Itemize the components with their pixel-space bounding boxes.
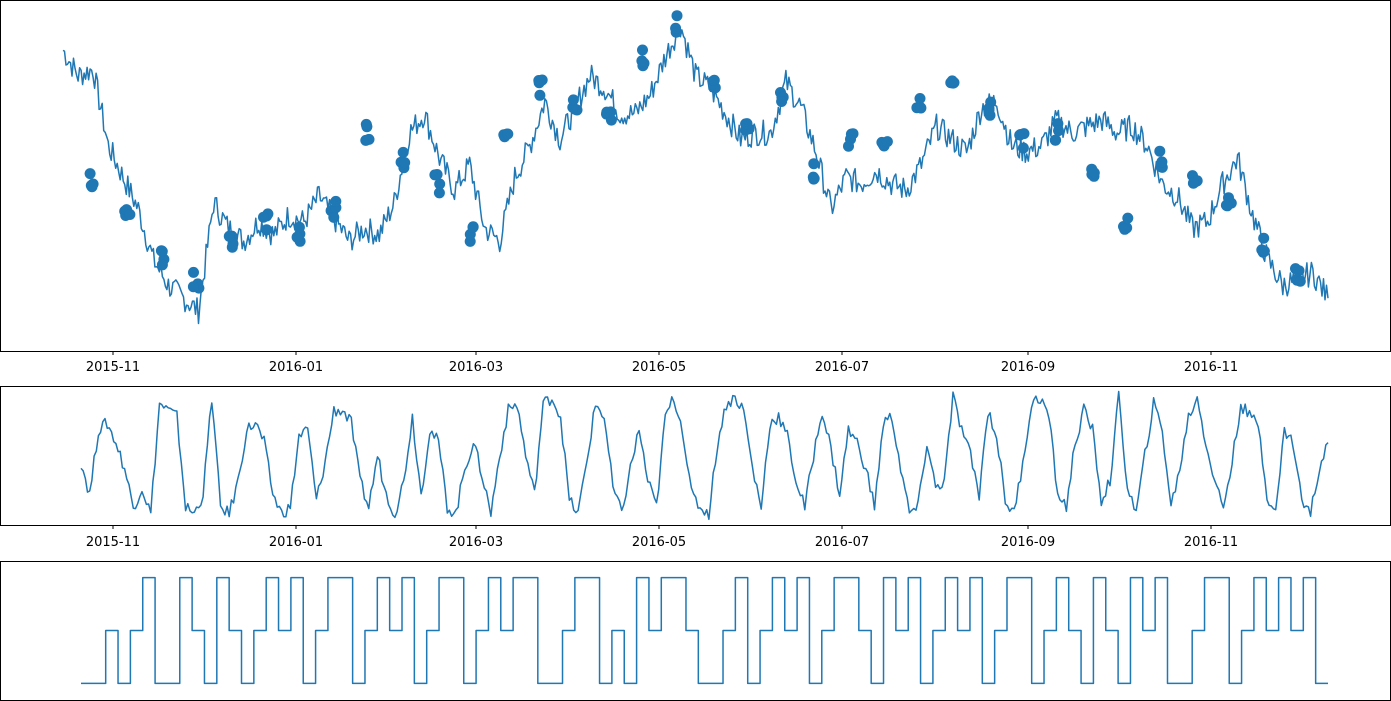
signal-marker bbox=[156, 259, 168, 271]
signal-marker bbox=[847, 128, 859, 140]
signal-marker bbox=[431, 169, 443, 180]
signal-marker bbox=[567, 94, 579, 106]
signal-marker bbox=[638, 57, 650, 69]
signal-marker bbox=[1290, 263, 1301, 275]
signal-marker bbox=[915, 102, 927, 114]
signal-marker bbox=[399, 157, 411, 169]
signal-panel bbox=[0, 561, 1391, 701]
signal-marker bbox=[1053, 125, 1064, 137]
signal-marker bbox=[708, 74, 720, 86]
signal-marker bbox=[776, 96, 788, 107]
signal-marker bbox=[223, 230, 235, 242]
signal-marker bbox=[1088, 167, 1100, 179]
signal-marker bbox=[433, 187, 445, 199]
signal-marker bbox=[258, 211, 269, 223]
signal-marker bbox=[1017, 142, 1029, 154]
x-tick-label: 2016-11 bbox=[1184, 360, 1238, 375]
signal-marker bbox=[397, 146, 409, 158]
signal-marker bbox=[467, 221, 479, 233]
signal-marker bbox=[808, 158, 820, 170]
signal-marker bbox=[881, 136, 893, 148]
signal-marker bbox=[808, 173, 820, 184]
signal-marker bbox=[914, 93, 926, 104]
price-panel: 2015-11 2016-01 2016-03 2016-05 2016-07 2016-… bbox=[0, 0, 1391, 375]
signal-marker bbox=[983, 104, 995, 116]
signal-marker bbox=[187, 281, 199, 293]
signal-marker bbox=[360, 134, 372, 146]
x-tick-label: 2015-11 bbox=[86, 360, 140, 375]
series-line bbox=[81, 576, 1328, 685]
signal-marker bbox=[330, 195, 342, 207]
signal-marker bbox=[293, 221, 305, 233]
signal-marker bbox=[671, 10, 683, 22]
signal-marker bbox=[1258, 232, 1270, 244]
signal-marker bbox=[84, 168, 96, 180]
oscillator-panel: 2015-11 2016-01 2016-03 2016-05 2016-07 2016-… bbox=[0, 386, 1391, 550]
signal-marker bbox=[843, 140, 854, 152]
signal-marker bbox=[1220, 199, 1232, 211]
signal-marker bbox=[86, 181, 98, 193]
signal-marker bbox=[670, 22, 682, 34]
x-tick-label: 2016-01 bbox=[269, 360, 323, 375]
signal-marker bbox=[1050, 134, 1062, 146]
signal-marker bbox=[1156, 156, 1168, 168]
signal-marker bbox=[261, 224, 273, 236]
signal-marker bbox=[534, 89, 546, 101]
x-tick-label: 2016-07 bbox=[815, 535, 869, 550]
signal-marker bbox=[291, 231, 303, 243]
x-tick-label: 2016-05 bbox=[632, 360, 686, 375]
x-tick-label: 2016-05 bbox=[632, 535, 686, 550]
signal-marker bbox=[124, 209, 136, 220]
signal-marker bbox=[156, 245, 168, 257]
signal-marker bbox=[637, 44, 648, 56]
signal-marker bbox=[741, 118, 753, 130]
x-tick-label: 2016-03 bbox=[449, 360, 503, 375]
x-tick-label: 2016-11 bbox=[1184, 535, 1238, 550]
signal-marker bbox=[1258, 245, 1270, 257]
signal-marker bbox=[1119, 223, 1131, 235]
axes-frame bbox=[0, 0, 1391, 352]
x-tick-label: 2016-01 bbox=[269, 535, 323, 550]
signal-marker bbox=[502, 128, 514, 140]
signal-marker bbox=[360, 118, 372, 130]
series-line bbox=[80, 390, 1329, 521]
signal-marker bbox=[1018, 128, 1030, 140]
signal-marker bbox=[1187, 177, 1199, 189]
x-tick-label: 2016-09 bbox=[1001, 360, 1055, 375]
signal-marker bbox=[946, 75, 958, 87]
signal-marker bbox=[1122, 212, 1134, 224]
signal-marker bbox=[1294, 275, 1306, 287]
signal-marker bbox=[328, 211, 340, 223]
signal-marker bbox=[601, 106, 613, 118]
x-tick-label: 2015-11 bbox=[86, 535, 140, 550]
x-tick-label: 2016-09 bbox=[1001, 535, 1055, 550]
x-tick-label: 2016-07 bbox=[815, 360, 869, 375]
series-line bbox=[62, 24, 1329, 325]
signal-marker bbox=[536, 74, 548, 86]
signal-marker bbox=[1154, 145, 1166, 157]
x-tick-label: 2016-03 bbox=[449, 535, 503, 550]
signal-marker bbox=[188, 266, 199, 278]
signal-marker bbox=[605, 114, 617, 126]
signal-marker bbox=[434, 178, 446, 190]
